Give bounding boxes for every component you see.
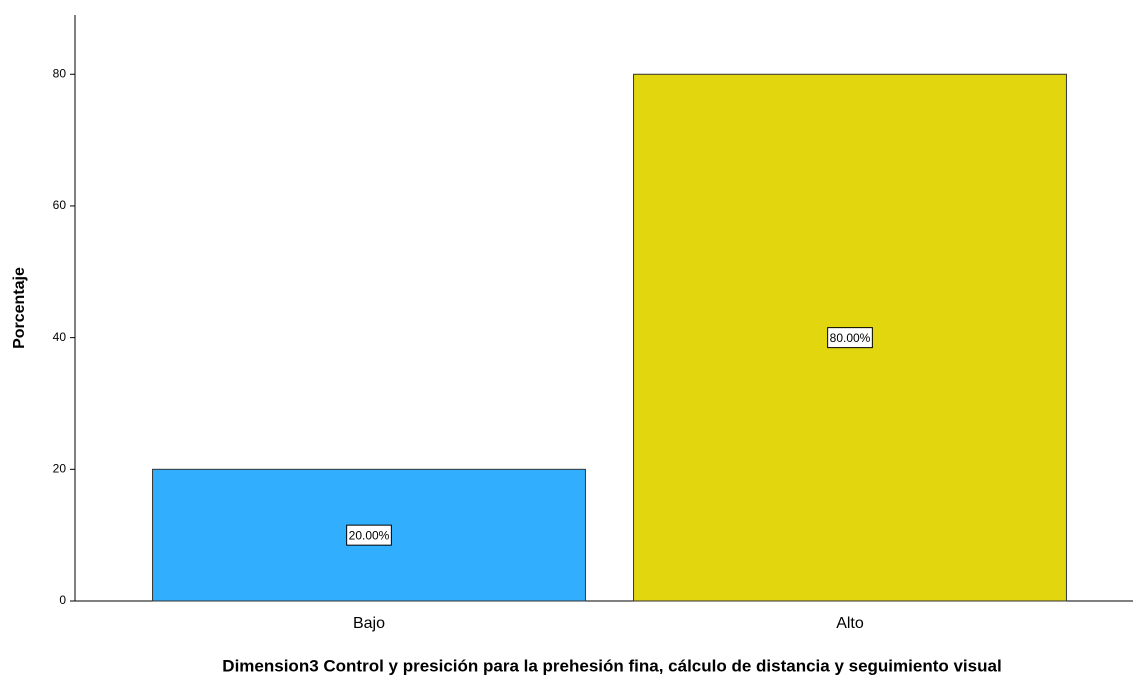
y-tick-label: 80 <box>53 66 67 80</box>
y-tick-label: 0 <box>59 593 66 607</box>
value-label-box <box>346 524 392 546</box>
y-axis-label: Porcentaje <box>11 267 28 349</box>
x-tick-label: Alto <box>836 615 864 632</box>
x-tick-label: Bajo <box>353 615 385 632</box>
value-label-box <box>827 327 873 349</box>
y-tick-label: 20 <box>53 461 67 475</box>
x-axis-label: Dimension3 Control y presición para la p… <box>222 656 1001 675</box>
y-tick-label: 40 <box>53 330 67 344</box>
value-label: 20.00% <box>349 528 390 542</box>
y-tick-label: 60 <box>53 198 67 212</box>
value-label: 80.00% <box>830 331 871 345</box>
